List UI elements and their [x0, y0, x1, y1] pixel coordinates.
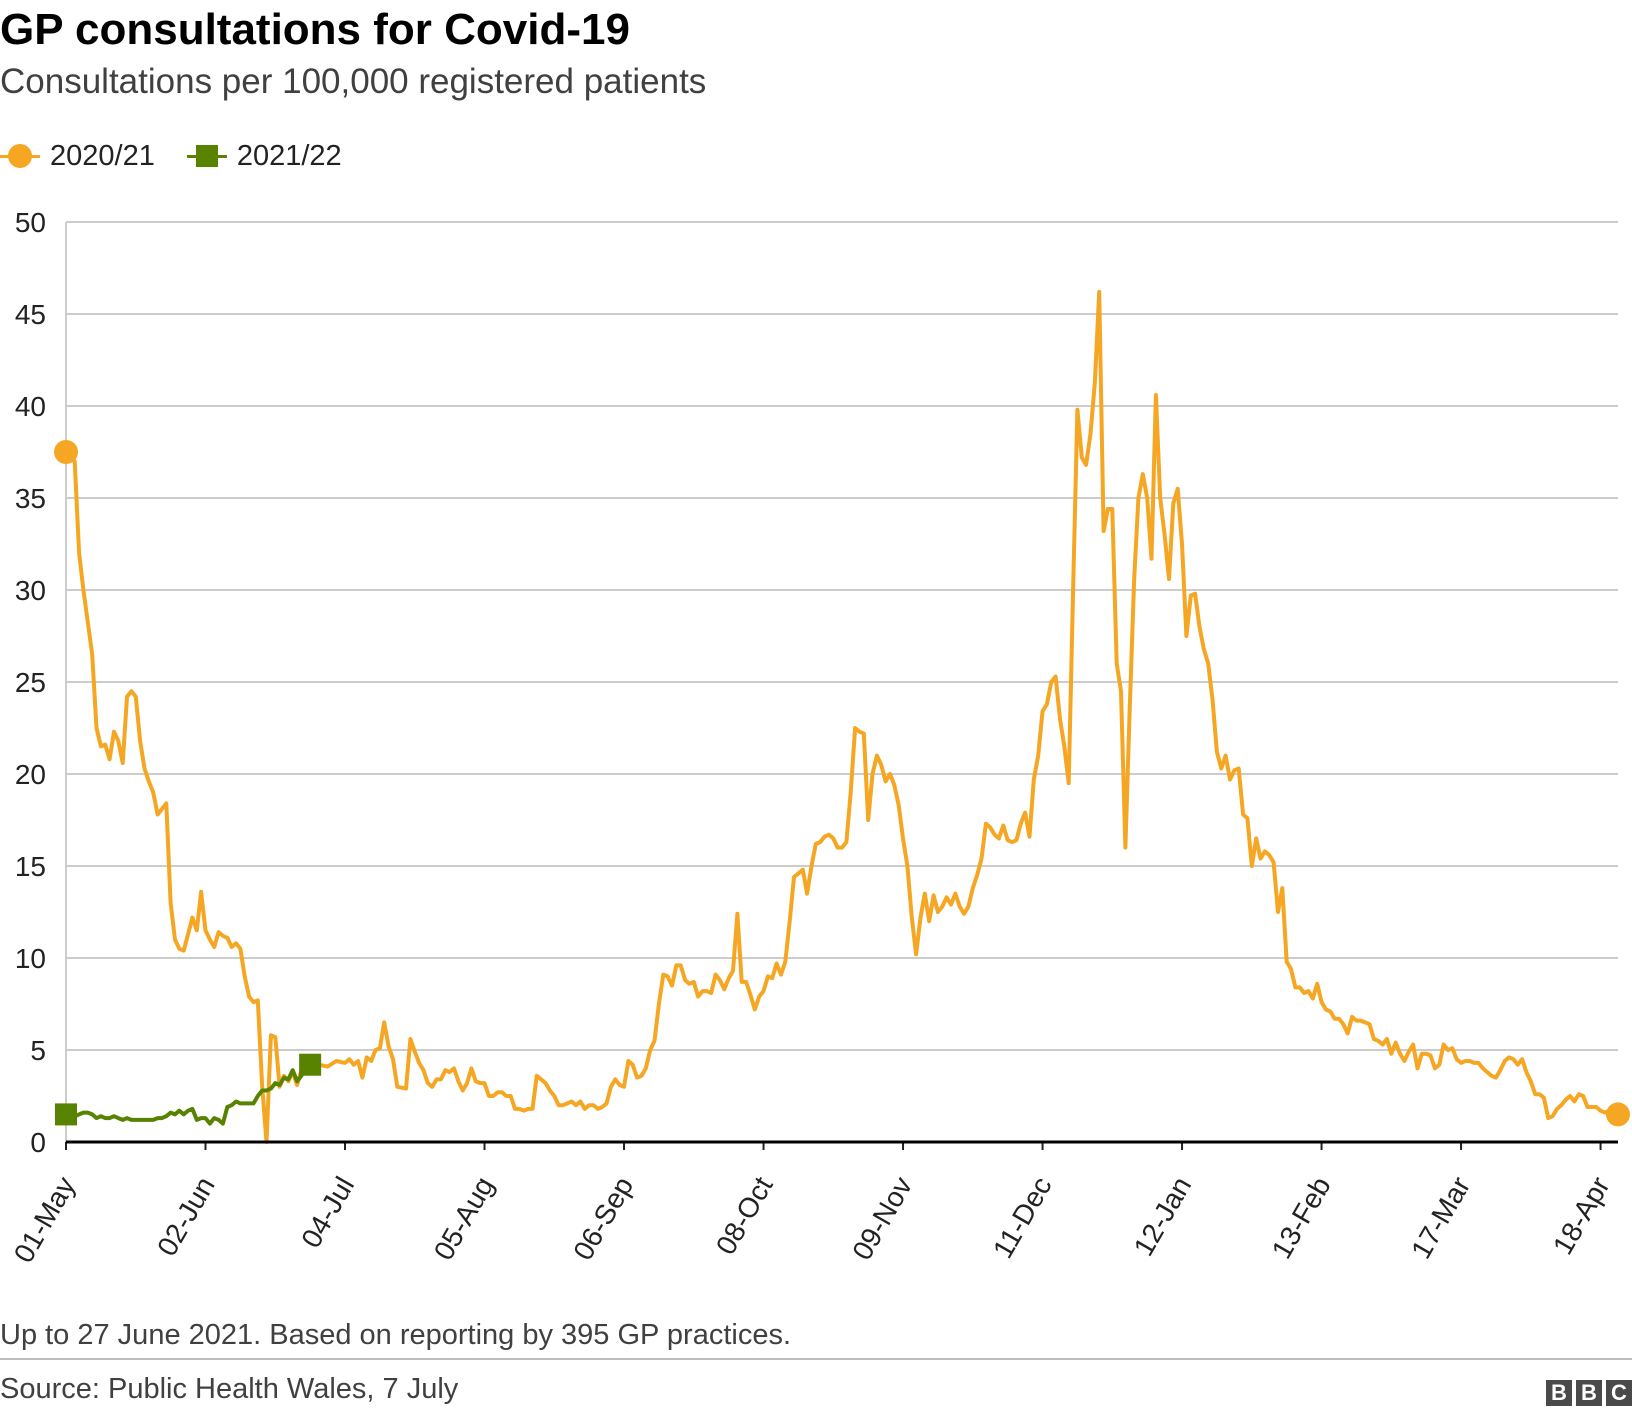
series-line-2020-21 — [64, 289, 1620, 1144]
chart-title: GP consultations for Covid-19 — [0, 5, 630, 54]
legend: 2020/21 2021/22 — [0, 136, 374, 176]
data-point-2020-21 — [1606, 1102, 1630, 1127]
x-tick-label: 02-Jun — [151, 1172, 221, 1262]
legend-label-2020-21: 2020/21 — [50, 139, 155, 172]
legend-label-2021-22: 2021/22 — [236, 139, 342, 172]
x-tick-label: 11-Dec — [987, 1172, 1058, 1264]
square-marker-icon — [186, 141, 227, 171]
logo-letter: C — [1606, 1380, 1632, 1406]
y-tick-label: 25 — [15, 667, 46, 698]
x-tick-label: 05-Aug — [428, 1172, 500, 1266]
y-tick-label: 20 — [15, 759, 46, 790]
legend-dot-2020-21 — [8, 144, 32, 168]
footer-divider — [0, 1358, 1632, 1360]
y-tick-label: 30 — [15, 575, 46, 606]
x-tick-label: 17-Mar — [1405, 1172, 1476, 1264]
line-chart: 0 5 10 15 20 25 30 35 40 45 50 01-May 02-Jun 04-Jul 05… — [8, 207, 1630, 1268]
x-tick-label: 12-Jan — [1128, 1172, 1198, 1262]
y-tick-label: 15 — [15, 851, 46, 882]
x-tick-label: 09-Nov — [846, 1172, 918, 1266]
y-tick-label: 0 — [30, 1127, 46, 1158]
legend-item-2021-22[interactable]: 2021/22 — [186, 139, 342, 173]
x-tick-label: 08-Oct — [710, 1171, 779, 1259]
data-point-2021-22 — [55, 1103, 77, 1126]
x-tick-label: 01-May — [8, 1172, 82, 1268]
y-tick-label: 10 — [15, 943, 46, 974]
data-point-2020-21 — [54, 440, 78, 464]
y-tick-label: 35 — [15, 483, 46, 514]
x-tick-label: 06-Sep — [567, 1172, 639, 1266]
legend-square-2021-22 — [195, 145, 218, 167]
legend-item-2020-21[interactable]: 2020/21 — [0, 140, 155, 173]
logo-letter: B — [1546, 1380, 1572, 1406]
y-tick-label: 50 — [15, 207, 46, 238]
x-tick-label: 04-Jul — [295, 1172, 360, 1254]
chart-note: Up to 27 June 2021. Based on reporting b… — [0, 1319, 792, 1351]
y-tick-label: 45 — [15, 299, 46, 330]
x-tick-label: 13-Feb — [1266, 1172, 1337, 1264]
logo-letter: B — [1576, 1380, 1602, 1406]
chart-subtitle: Consultations per 100,000 registered pat… — [0, 62, 707, 101]
series-line-2021-22 — [64, 1062, 313, 1126]
data-point-2021-22 — [299, 1053, 322, 1076]
y-tick-label: 5 — [30, 1035, 46, 1066]
y-tick-label: 40 — [15, 391, 46, 422]
bbc-logo: B B C — [1542, 1380, 1632, 1406]
x-tick-label: 18-Apr — [1547, 1172, 1616, 1260]
source-text: Source: Public Health Wales, 7 July — [0, 1373, 459, 1405]
circle-marker-icon — [0, 141, 40, 171]
